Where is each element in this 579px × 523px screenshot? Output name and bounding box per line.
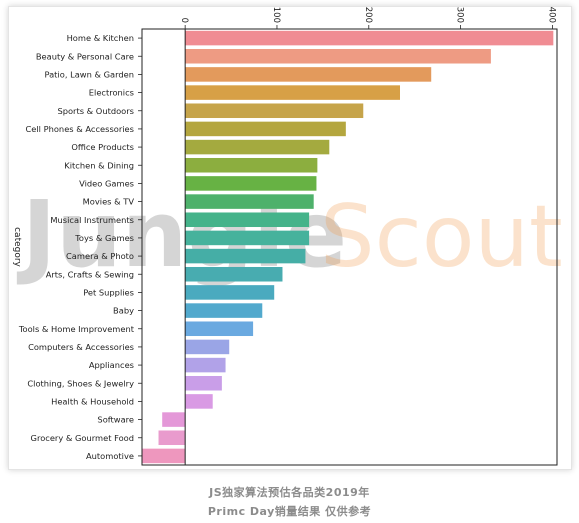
bar [142, 448, 186, 464]
category-tick-label: Electronics [89, 88, 134, 98]
bar [185, 321, 254, 337]
bar [185, 157, 318, 173]
bar [185, 194, 314, 209]
category-tick-label: Health & Household [51, 396, 134, 406]
category-tick-label: Camera & Photo [66, 251, 134, 261]
y-axis-label: category [12, 227, 22, 267]
category-tick-label: Patio, Lawn & Garden [44, 69, 134, 79]
x-tick-label: 0 [179, 18, 189, 23]
bar [185, 285, 275, 300]
category-labels: Home & Kitchen Beauty & Personal Care Pati… [18, 33, 142, 461]
bar [185, 357, 226, 373]
category-tick-label: Pet Supplies [83, 287, 134, 297]
category-tick-label: Tools & Home Improvement [18, 324, 135, 334]
bar [185, 266, 283, 282]
bar [185, 303, 263, 318]
category-tick-label: Software [97, 415, 134, 425]
bars [142, 29, 554, 465]
bar [185, 121, 346, 137]
category-tick-label: Baby [113, 306, 134, 316]
x-tick-label: 400 [546, 7, 556, 23]
bar [158, 430, 186, 446]
bar [185, 375, 222, 391]
category-tick-label: Computers & Accessories [28, 342, 134, 352]
caption-line-1: JS独家算法预估各品类2019年 [209, 486, 370, 499]
category-tick-label: Kitchen & Dining [64, 160, 134, 170]
bar [185, 248, 306, 264]
bar [185, 139, 330, 155]
category-tick-label: Musical Instruments [50, 215, 134, 225]
category-tick-label: Video Games [79, 178, 134, 188]
category-tick-label: Arts, Crafts & Sewing [46, 269, 134, 279]
bar [185, 176, 317, 191]
x-tick-label: 100 [271, 7, 281, 23]
x-tick-label: 200 [363, 7, 373, 23]
bar [185, 30, 554, 46]
bar [185, 339, 230, 355]
category-tick-label: Automotive [86, 451, 134, 461]
category-tick-label: Cell Phones & Accessories [25, 124, 134, 134]
x-axis: 0 100 200 300 400 [179, 7, 556, 29]
category-tick-label: Beauty & Personal Care [36, 51, 134, 61]
bar [185, 85, 400, 100]
bar [185, 103, 364, 119]
watermark-scout: Scout [320, 187, 563, 287]
bar [185, 230, 310, 246]
category-tick-label: Movies & TV [83, 197, 135, 207]
category-tick-label: Office Products [71, 142, 134, 152]
category-tick-label: Grocery & Gourmet Food [31, 433, 134, 443]
caption-line-2: Primc Day销量结果 仅供参考 [207, 505, 372, 518]
category-tick-label: Clothing, Shoes & Jewelry [27, 378, 134, 388]
bar [185, 394, 213, 409]
bar [185, 67, 432, 82]
bar [185, 212, 310, 228]
category-tick-label: Toys & Games [74, 233, 134, 243]
plot-frame [141, 28, 558, 466]
bar [185, 48, 491, 64]
bar [162, 412, 186, 427]
x-tick-label: 300 [455, 7, 465, 23]
category-tick-label: Appliances [89, 360, 134, 370]
category-tick-label: Home & Kitchen [67, 33, 134, 43]
category-tick-label: Sports & Outdoors [57, 106, 134, 116]
